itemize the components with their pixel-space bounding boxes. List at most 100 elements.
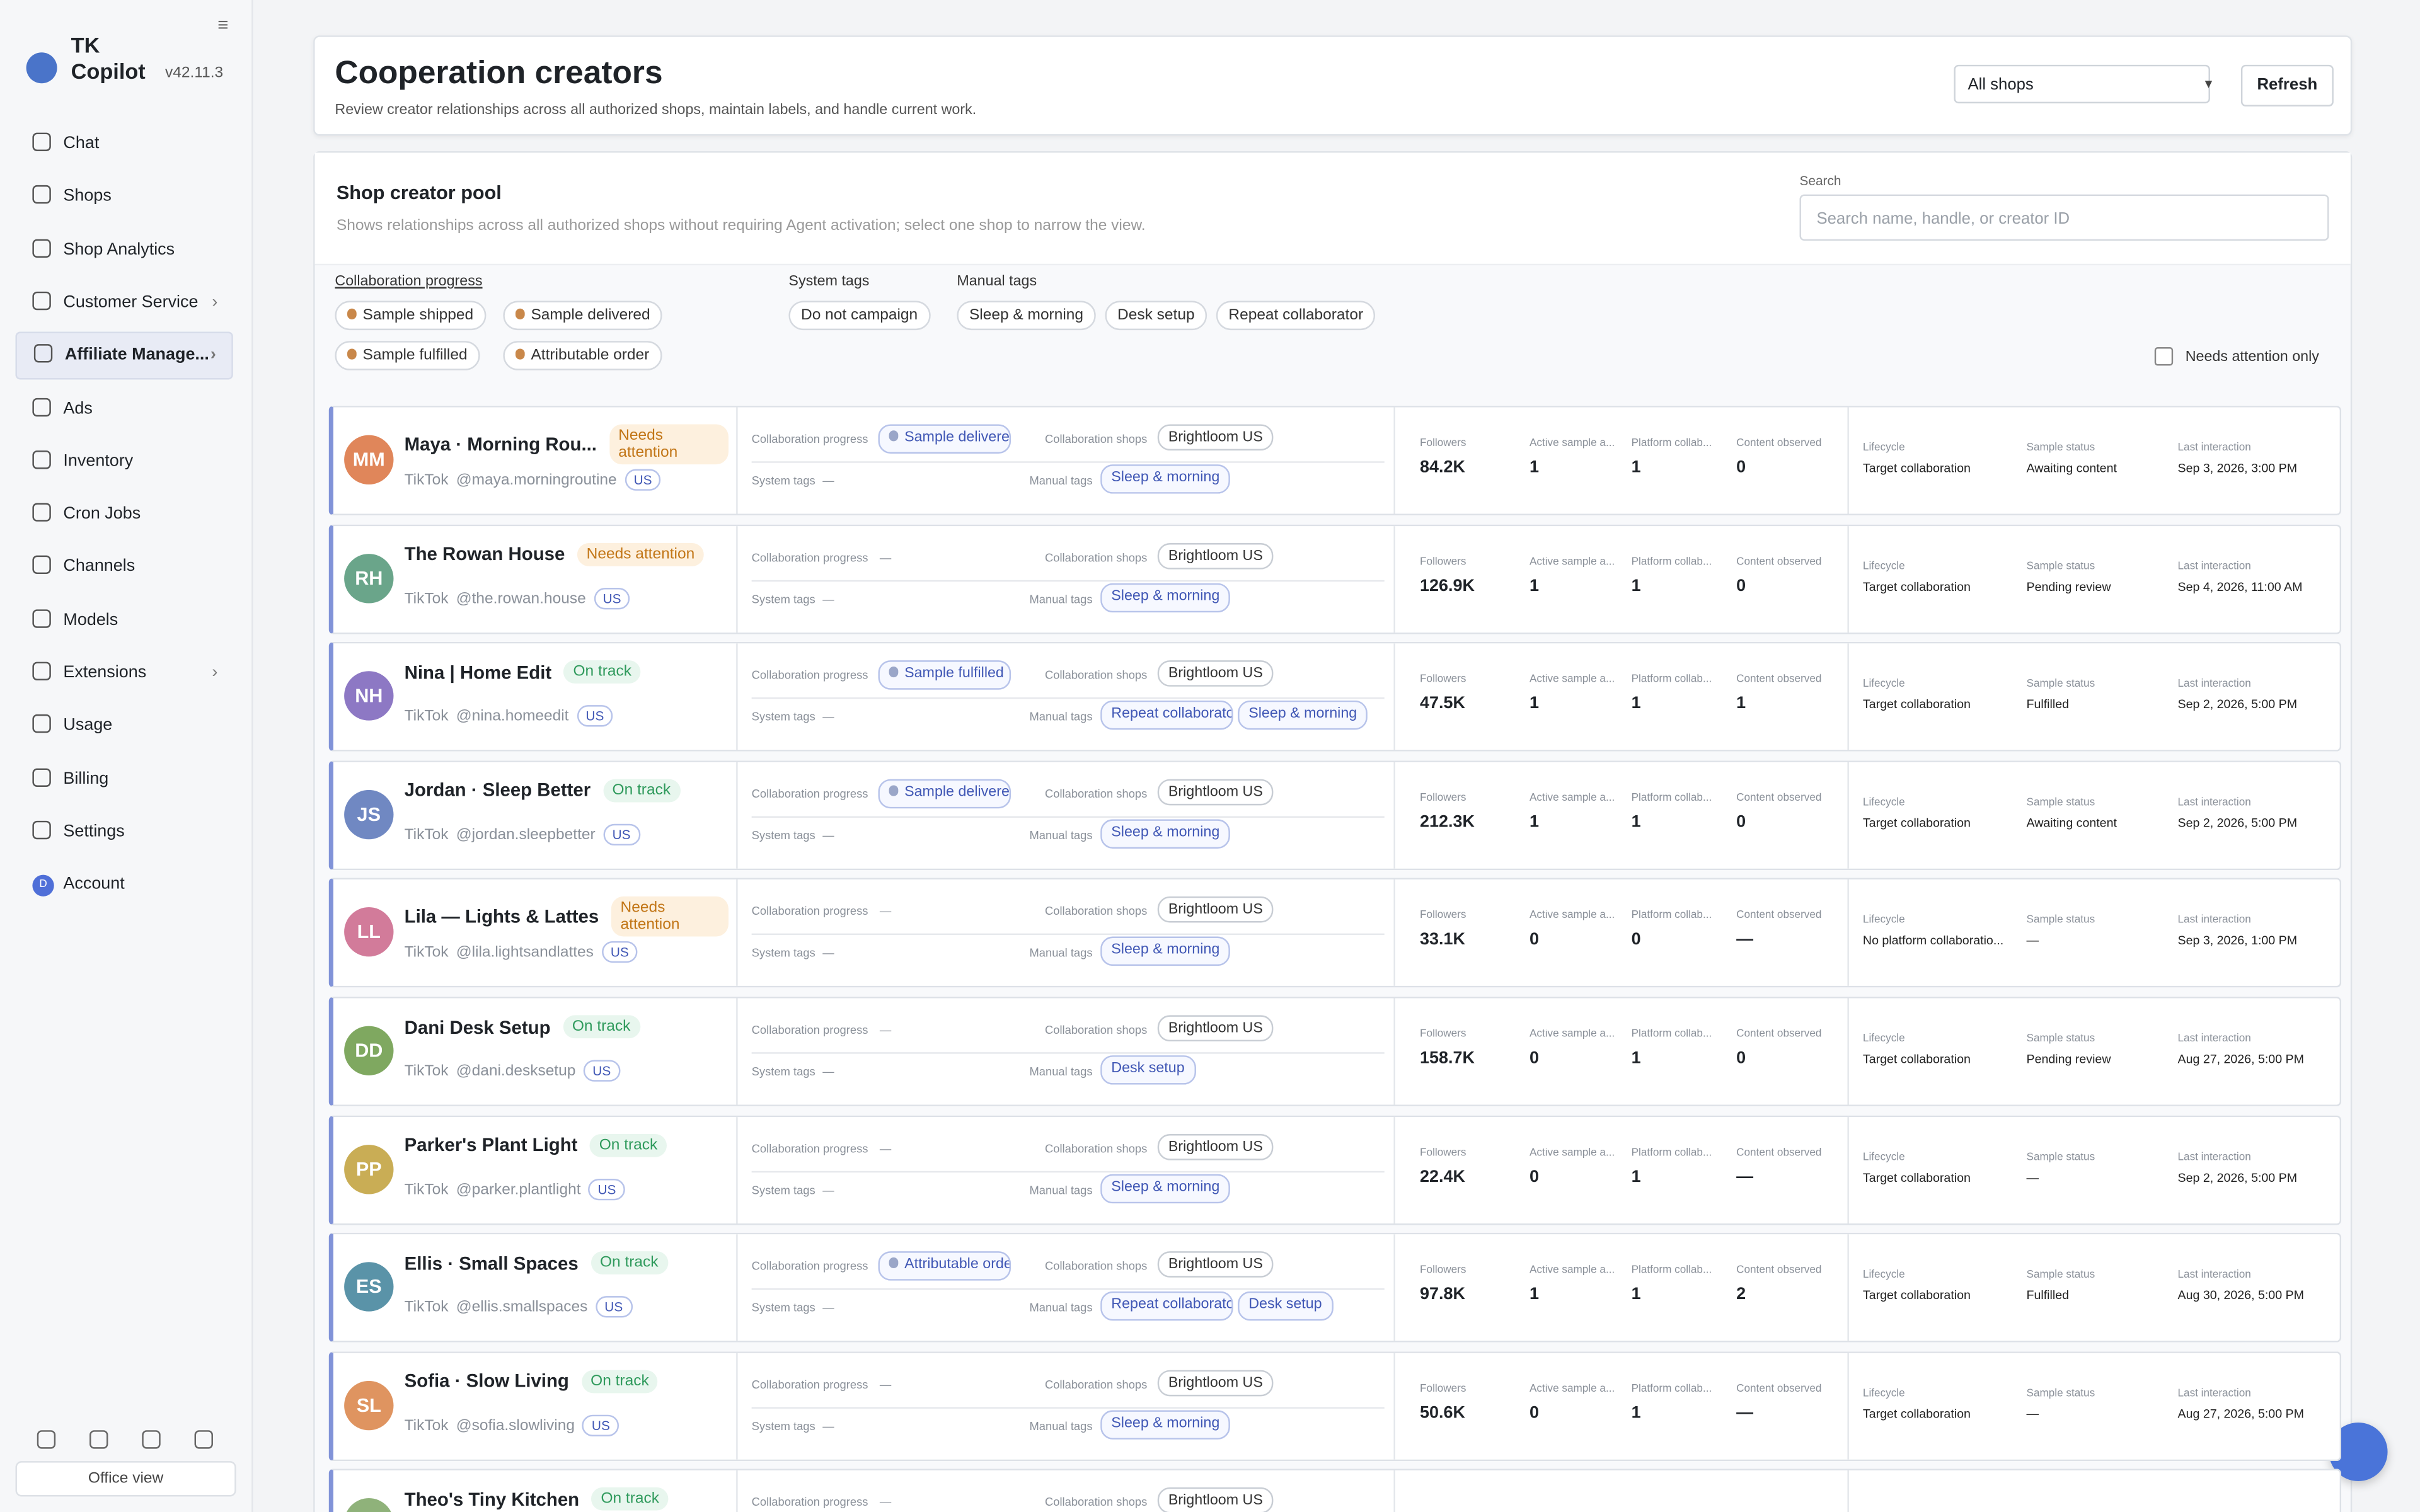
stat-value: 33.1K (1420, 931, 1465, 950)
stat-label: Followers (1420, 1147, 1466, 1159)
field-label: Manual tags (1029, 828, 1093, 842)
nav-item[interactable]: Channels (15, 550, 233, 584)
office-view-button[interactable]: Office view (15, 1461, 236, 1497)
needs-attention-checkbox[interactable] (2154, 347, 2174, 366)
manual-tags: Sleep & morning (1100, 937, 1388, 967)
status-badge: Needs attention (611, 896, 729, 937)
manual-filter-label: Manual tags (957, 273, 1037, 290)
stat-label: Active sample a... (1529, 793, 1615, 804)
footer-icon[interactable] (142, 1430, 161, 1449)
stat-value: 0 (1736, 576, 1746, 595)
stat-label: Content observed (1736, 1265, 1822, 1276)
nav-item[interactable]: Ads (15, 391, 233, 425)
manual-tag[interactable]: Sleep & morning (1238, 701, 1368, 730)
creator-row[interactable]: MM Maya · Morning Rou... Needs attention Ti… (328, 406, 2342, 515)
filter-chip[interactable]: Sample delivered (503, 301, 663, 331)
manual-tag[interactable]: Desk setup (1100, 1055, 1196, 1085)
stat-value: 1 (1631, 1285, 1641, 1304)
nav-icon (32, 450, 51, 469)
manual-tag[interactable]: Repeat collaborator (1100, 1292, 1233, 1321)
chip-label: Attributable order (531, 347, 650, 364)
refresh-button[interactable]: Refresh (2240, 64, 2334, 106)
nav-avatar: D (32, 875, 54, 897)
nav-item[interactable]: Customer Service › (15, 285, 233, 319)
field-label: Collaboration shops (1044, 668, 1148, 682)
nav-item[interactable]: Chat (15, 127, 233, 161)
divider (751, 461, 1385, 463)
footer-icon[interactable] (37, 1430, 56, 1449)
nav-icon (32, 185, 51, 204)
filter-chip[interactable]: Do not campaign (788, 301, 930, 331)
manual-tag[interactable]: Sleep & morning (1100, 1409, 1231, 1440)
nav-icon (32, 662, 51, 681)
creator-row[interactable]: NH Nina | Home Edit On track TikTok @nina.ho… (328, 642, 2342, 752)
creator-row[interactable]: LL Lila — Lights & Lattes Needs attention T… (328, 878, 2342, 988)
creator-meta: TikTok @dani.desksetup US (405, 1060, 620, 1082)
nav-item[interactable]: Affiliate Manage... › (15, 331, 233, 380)
filter-chip[interactable]: Sleep & morning (957, 301, 1096, 331)
nav-item[interactable]: Usage (15, 709, 233, 743)
nav-icon (32, 767, 51, 786)
detail-value: Sep 2, 2026, 5:00 PM (2177, 697, 2298, 712)
nav-item[interactable]: Inventory (15, 444, 233, 478)
divider (751, 697, 1385, 699)
manual-tag[interactable]: Sleep & morning (1100, 582, 1231, 612)
footer-icon[interactable] (194, 1430, 213, 1449)
region-chip: US (595, 1296, 632, 1318)
avatar: NH (344, 671, 394, 721)
detail-value: Sep 2, 2026, 5:00 PM (2177, 816, 2298, 830)
nav-item[interactable]: Shop Analytics (15, 232, 233, 266)
creator-meta: TikTok @the.rowan.house US (405, 587, 631, 609)
nav-item[interactable]: Extensions › (15, 656, 233, 690)
manual-tag[interactable]: Sleep & morning (1100, 937, 1231, 967)
shop-chip: Brightloom US (1157, 779, 1274, 805)
creator-row[interactable]: DD Dani Desk Setup On track TikTok @dani.des… (328, 997, 2342, 1106)
stat-value: 0 (1736, 813, 1746, 832)
stat-value: 22.4K (1420, 1167, 1465, 1186)
tag-icon (889, 667, 899, 678)
nav-item[interactable]: Cron Jobs (15, 497, 233, 531)
creator-row[interactable]: SL Sofia · Slow Living On track TikTok @sofi… (328, 1351, 2342, 1461)
nav-item[interactable]: Billing (15, 762, 233, 796)
collapse-icon[interactable]: ≡ (217, 14, 229, 36)
creator-name: Lila — Lights & Lattes (404, 906, 599, 928)
manual-tag[interactable]: Sleep & morning (1100, 818, 1231, 849)
footer-icon[interactable] (89, 1430, 108, 1449)
nav-item[interactable]: Shops (15, 180, 233, 214)
region-chip: US (601, 941, 638, 964)
stat-value: 1 (1631, 1404, 1641, 1423)
manual-tag[interactable]: Desk setup (1238, 1292, 1333, 1321)
search-input[interactable]: Search name, handle, or creator ID (1799, 194, 2329, 241)
creator-row[interactable]: ES Ellis · Small Spaces On track TikTok @ell… (328, 1233, 2342, 1343)
status-badge: On track (581, 1370, 659, 1393)
creator-row[interactable]: JS Jordan · Sleep Better On track TikTok @jo… (328, 760, 2342, 870)
chip-label: Desk setup (1117, 307, 1195, 324)
manual-tag[interactable]: Sleep & morning (1100, 464, 1231, 494)
filter-chip[interactable]: Sample fulfilled (335, 341, 480, 370)
nav-item[interactable]: D Account (15, 868, 233, 902)
creator-row[interactable]: Theo's Tiny Kitchen On track Collaboration… (328, 1469, 2342, 1512)
nav-icon (33, 344, 53, 363)
stat-value: 1 (1631, 813, 1641, 832)
tag-icon (889, 1257, 899, 1269)
stat-label: Followers (1420, 1383, 1466, 1395)
filter-chip[interactable]: Repeat collaborator (1216, 301, 1376, 331)
filter-chip[interactable]: Desk setup (1105, 301, 1207, 331)
shop-select[interactable]: All shops (1954, 64, 2210, 104)
creator-row[interactable]: RH The Rowan House Needs attention TikTok @t… (328, 524, 2342, 634)
detail-label: Last interaction (2177, 679, 2251, 690)
creator-row[interactable]: PP Parker's Plant Light On track TikTok @par… (328, 1114, 2342, 1225)
nav-item[interactable]: Models (15, 603, 233, 637)
field-label: Collaboration progress (751, 1496, 868, 1510)
creator-name-line: Maya · Morning Rou... Needs attention (405, 424, 729, 465)
field-label: Manual tags (1029, 473, 1093, 488)
stat-label: Platform collab... (1631, 793, 1712, 804)
manual-tag[interactable]: Sleep & morning (1100, 1173, 1231, 1203)
stat-value: 50.6K (1420, 1404, 1465, 1423)
filter-chip[interactable]: Attributable order (503, 341, 662, 370)
system-tags: — (822, 946, 834, 961)
manual-tag[interactable]: Repeat collaborator (1100, 701, 1233, 730)
filter-chip[interactable]: Sample shipped (335, 301, 486, 331)
nav-item[interactable]: Settings (15, 815, 233, 849)
